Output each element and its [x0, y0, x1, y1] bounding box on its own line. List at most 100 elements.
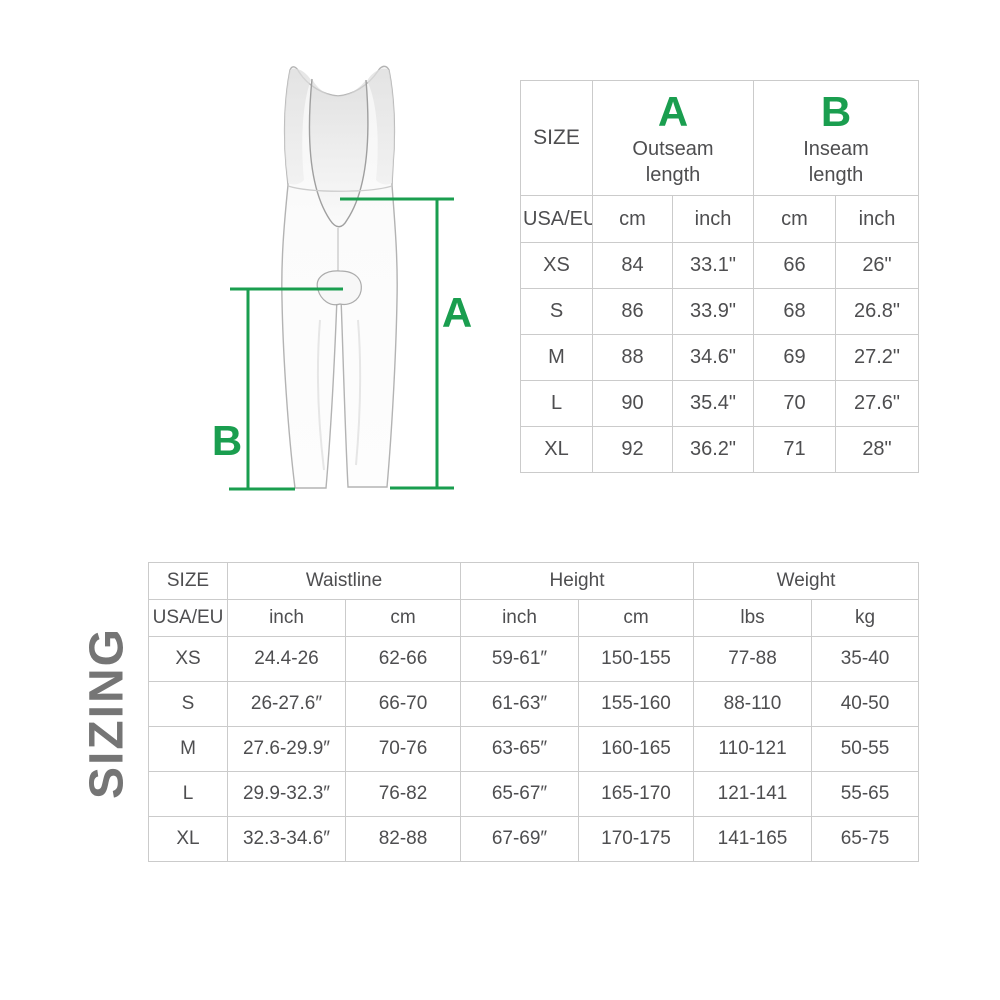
unit-cell-inch: inch	[227, 599, 346, 637]
left-thigh-fold	[316, 319, 325, 471]
region-cell: USA/EU	[148, 599, 228, 637]
value-cell: 76-82	[345, 771, 461, 817]
value-cell: 35-40	[811, 636, 920, 682]
racerback-u-line	[308, 78, 369, 228]
value-cell: 61-63″	[460, 681, 579, 727]
value-cell: 40-50	[811, 681, 920, 727]
outseam-inseam-table: SIZE A Outseam length B Inseam length US…	[520, 80, 919, 473]
size-header-cell: SIZE	[148, 562, 228, 600]
value-cell: 24.4-26	[227, 636, 346, 682]
value-cell: 92	[592, 426, 673, 473]
measure-label-b: B	[212, 417, 242, 464]
letter-a-label: A	[657, 87, 689, 135]
value-cell: 141-165	[693, 816, 813, 862]
value-cell: 71	[753, 426, 836, 473]
unit-cell-inch: inch	[460, 599, 579, 637]
table-row: XS 24.4-26 62-66 59-61″ 150-155 77-88 35-40	[148, 636, 920, 682]
unit-cell-cm: cm	[753, 195, 836, 243]
value-cell: 110-121	[693, 726, 813, 772]
table-row: XL 92 36.2" 71 28"	[520, 426, 919, 473]
value-cell: 28"	[835, 426, 919, 473]
size-cell: XS	[148, 636, 228, 682]
unit-cell-cm: cm	[345, 599, 461, 637]
size-cell: L	[148, 771, 228, 817]
value-cell: 70-76	[345, 726, 461, 772]
value-cell: 66-70	[345, 681, 461, 727]
value-cell: 27.6-29.9″	[227, 726, 346, 772]
measure-label-a: A	[442, 289, 472, 336]
table-row: XL 32.3-34.6″ 82-88 67-69″ 170-175 141-165 65-…	[148, 816, 920, 862]
table-row: M 88 34.6" 69 27.2"	[520, 334, 919, 381]
table-header-row: SIZE A Outseam length B Inseam length	[520, 80, 919, 196]
size-header-cell: SIZE	[520, 80, 593, 196]
value-cell: 160-165	[577, 726, 695, 772]
value-cell: 82-88	[345, 816, 461, 862]
unit-cell-cm: cm	[592, 195, 673, 243]
value-cell: 26.8"	[835, 288, 919, 335]
body-measurements-table: SIZE Waistline Height Weight USA/EU inch…	[148, 562, 920, 862]
value-cell: 121-141	[693, 771, 813, 817]
waistline-header-cell: Waistline	[227, 562, 461, 600]
table-row: S 26-27.6″ 66-70 61-63″ 155-160 88-110 40-50	[148, 681, 920, 727]
right-strap-shading	[367, 68, 395, 185]
measurement-overlay: A B	[212, 197, 472, 491]
table-row: L 90 35.4" 70 27.6"	[520, 380, 919, 427]
inseam-length-label: Inseam length	[803, 137, 869, 187]
table-units-row: USA/EU inch cm inch cm lbs kg	[148, 599, 920, 637]
value-cell: 29.9-32.3″	[227, 771, 346, 817]
value-cell: 66	[753, 242, 836, 289]
value-cell: 26"	[835, 242, 919, 289]
unit-cell-lbs: lbs	[693, 599, 813, 637]
size-cell: M	[520, 334, 593, 381]
waistband-line	[287, 185, 393, 192]
value-cell: 26-27.6″	[227, 681, 346, 727]
value-cell: 62-66	[345, 636, 461, 682]
unit-cell-inch: inch	[672, 195, 754, 243]
outseam-length-label: Outseam length	[632, 137, 714, 187]
value-cell: 63-65″	[460, 726, 579, 772]
bib-tights-illustration: A B	[212, 65, 472, 491]
size-cell: L	[520, 380, 593, 427]
value-cell: 84	[592, 242, 673, 289]
value-cell: 27.2"	[835, 334, 919, 381]
left-strap-shading	[284, 68, 311, 185]
value-cell: 59-61″	[460, 636, 579, 682]
unit-cell-kg: kg	[811, 599, 920, 637]
bib-inner-panel	[309, 79, 368, 227]
value-cell: 33.1"	[672, 242, 754, 289]
value-cell: 32.3-34.6″	[227, 816, 346, 862]
value-cell: 55-65	[811, 771, 920, 817]
value-cell: 70	[753, 380, 836, 427]
unit-cell-cm: cm	[577, 599, 695, 637]
value-cell: 170-175	[577, 816, 695, 862]
table-units-row: USA/EU cm inch cm inch	[520, 195, 919, 243]
page-title-sizing: SIZING	[80, 626, 134, 800]
height-header-cell: Height	[459, 562, 695, 600]
table-row: XS 84 33.1" 66 26"	[520, 242, 919, 289]
outseam-header-cell: A Outseam length	[592, 80, 754, 196]
value-cell: 165-170	[577, 771, 695, 817]
inseam-header-cell: B Inseam length	[753, 80, 919, 196]
garment-sketch	[281, 65, 398, 489]
size-cell: XL	[520, 426, 593, 473]
value-cell: 65-75	[811, 816, 920, 862]
size-cell: M	[148, 726, 228, 772]
value-cell: 88-110	[693, 681, 813, 727]
value-cell: 68	[753, 288, 836, 335]
weight-header-cell: Weight	[693, 562, 920, 600]
value-cell: 65-67″	[460, 771, 579, 817]
value-cell: 77-88	[693, 636, 813, 682]
table-row: M 27.6-29.9″ 70-76 63-65″ 160-165 110-121 50-5…	[148, 726, 920, 772]
table-row: L 29.9-32.3″ 76-82 65-67″ 165-170 121-141 55-6…	[148, 771, 920, 817]
value-cell: 150-155	[577, 636, 695, 682]
value-cell: 34.6"	[672, 334, 754, 381]
value-cell: 69	[753, 334, 836, 381]
table-row: S 86 33.9" 68 26.8"	[520, 288, 919, 335]
size-cell: S	[148, 681, 228, 727]
value-cell: 35.4"	[672, 380, 754, 427]
unit-cell-inch: inch	[835, 195, 919, 243]
value-cell: 27.6"	[835, 380, 919, 427]
right-thigh-fold	[355, 319, 362, 466]
region-cell: USA/EU	[520, 195, 593, 243]
